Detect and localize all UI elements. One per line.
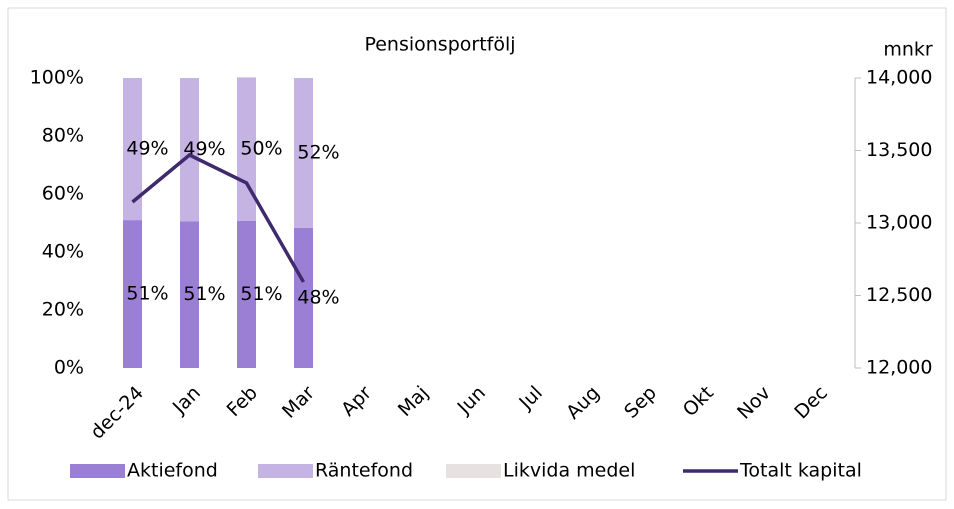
- y2-tick-label: 13,000: [866, 212, 932, 234]
- bar-segment: [180, 221, 199, 368]
- line: [131, 152, 306, 283]
- legend-swatch: [258, 464, 313, 478]
- bar-segment: [237, 77, 256, 221]
- data-label: 51%: [240, 283, 282, 305]
- data-label: 50%: [240, 138, 282, 160]
- data-label: 48%: [297, 286, 339, 308]
- y-tick-label: 40%: [42, 241, 84, 263]
- chart-border: [7, 7, 947, 501]
- y2-tick-label: 14,000: [866, 67, 932, 89]
- data-label: 51%: [183, 283, 225, 305]
- y-tick-label: 0%: [54, 357, 84, 379]
- legend-swatch: [446, 464, 501, 478]
- y2-axis-label: mnkr: [883, 39, 933, 61]
- bar-segment: [123, 220, 142, 368]
- y2-tick-label: 12,500: [866, 284, 932, 306]
- y-tick-label: 60%: [42, 183, 84, 205]
- legend-label: Aktiefond: [127, 460, 218, 482]
- y2-tick-label: 12,000: [866, 357, 932, 379]
- bar-segment: [123, 78, 142, 221]
- legend-label: Totalt kapital: [739, 460, 862, 482]
- y2-tick-label: 13,500: [866, 139, 932, 161]
- y-tick-label: 100%: [30, 67, 84, 89]
- chart-title: Pensionsportfölj: [364, 34, 515, 56]
- data-label: 49%: [183, 138, 225, 160]
- data-label: 51%: [126, 283, 168, 305]
- data-label: 52%: [297, 141, 339, 163]
- bar-segment: [294, 78, 313, 228]
- legend-label: Likvida medel: [503, 460, 635, 482]
- bar-segment: [294, 227, 313, 368]
- y-tick-label: 20%: [42, 299, 84, 321]
- bar-segment: [237, 220, 256, 368]
- y-tick-label: 80%: [42, 125, 84, 147]
- bar-segment: [180, 78, 199, 222]
- legend-swatch: [70, 464, 125, 478]
- legend-label: Räntefond: [315, 460, 413, 482]
- data-label: 49%: [126, 138, 168, 160]
